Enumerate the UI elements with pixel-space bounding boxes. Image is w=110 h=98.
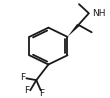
Polygon shape [67,24,80,37]
Text: F: F [24,86,29,95]
Text: NH: NH [92,9,105,18]
Text: F: F [39,89,44,98]
Text: F: F [20,73,25,82]
